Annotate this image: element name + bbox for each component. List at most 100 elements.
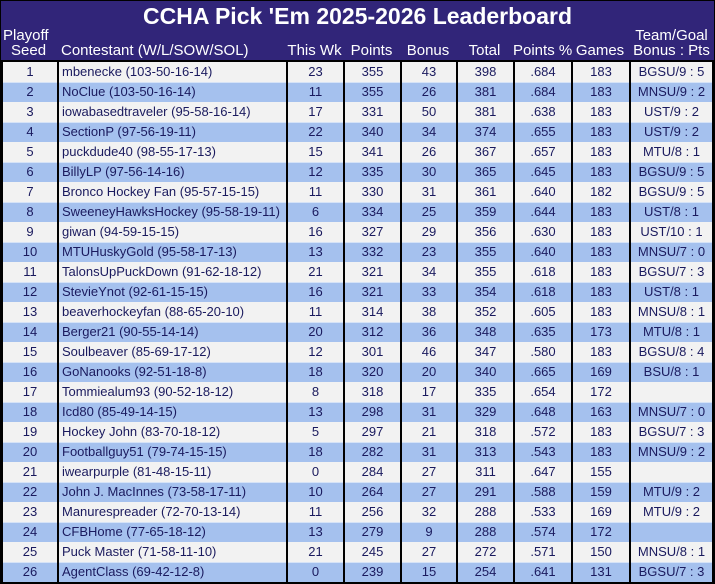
table-row: 5 puckdude40 (98-55-17-13) 15 341 26 367.657 1…	[3, 142, 712, 162]
cell-this_wk: 18	[288, 442, 345, 462]
cell-points: 327	[345, 222, 402, 242]
column-header-points_pct: Points %	[513, 42, 573, 59]
cell-total: 354	[458, 282, 515, 302]
cell-total: 361	[458, 182, 515, 202]
cell-contestant: iwearpurple (81-48-15-11)	[59, 462, 288, 482]
cell-team_goal: MTU/9 : 2	[642, 484, 701, 499]
cell-seed: 25	[3, 542, 59, 562]
cell-total: 355	[458, 242, 515, 262]
cell-points_pct: .640	[515, 182, 573, 202]
cell-contestant: Manurespreader (72-70-13-14)	[59, 502, 288, 522]
column-header-total: Total	[468, 42, 501, 59]
cell-this_wk: 10	[288, 482, 345, 502]
cell-seed: 16	[3, 362, 59, 382]
cell-total: 347	[458, 342, 515, 362]
table-row: 21 iwearpurple (81-48-15-11) 0 284 27 311.647…	[3, 462, 712, 482]
table-row: 13 beaverhockeyfan (88-65-20-10) 11 314 38 35…	[3, 302, 712, 322]
cell-contestant: iowabasedtraveler (95-58-16-14)	[59, 102, 288, 122]
cell-points: 331	[345, 102, 402, 122]
cell-games: 163	[573, 402, 631, 422]
cell-points: 301	[345, 342, 402, 362]
cell-total: 352	[458, 302, 515, 322]
cell-games: 183	[573, 442, 631, 462]
cell-games: 183	[573, 242, 631, 262]
cell-bonus: 15	[402, 562, 458, 582]
cell-games: 155	[573, 462, 631, 482]
cell-this_wk: 5	[288, 422, 345, 442]
table-row: 7 Bronco Hockey Fan (95-57-15-15) 11 330 31 3…	[3, 182, 712, 202]
cell-total: 272	[458, 542, 515, 562]
cell-points: 245	[345, 542, 402, 562]
cell-bonus: 31	[402, 182, 458, 202]
cell-this_wk: 18	[288, 362, 345, 382]
cell-contestant: Icd80 (85-49-14-15)	[59, 402, 288, 422]
table-row: 17 Tommiealum93 (90-52-18-12) 8 318 17 335.65…	[3, 382, 712, 402]
cell-team_goal: UST/8 : 1	[644, 284, 699, 299]
column-header-points: Points	[350, 42, 393, 59]
cell-points: 355	[345, 82, 402, 102]
cell-team_goal: MTU/8 : 1	[642, 324, 701, 339]
cell-bonus: 26	[402, 82, 458, 102]
cell-seed: 12	[3, 282, 59, 302]
cell-points: 298	[345, 402, 402, 422]
cell-contestant: Hockey John (83-70-18-12)	[59, 422, 288, 442]
cell-games: 169	[573, 502, 631, 522]
cell-this_wk: 12	[288, 162, 345, 182]
table-row: 6 BillyLP (97-56-14-16) 12 335 30 365.645 183 B…	[3, 162, 712, 182]
cell-seed: 17	[3, 382, 59, 402]
cell-team_goal: MNSU/7 : 0	[637, 404, 706, 419]
cell-points_pct: .605	[515, 302, 573, 322]
cell-this_wk: 21	[288, 542, 345, 562]
cell-this_wk: 0	[288, 462, 345, 482]
cell-this_wk: 16	[288, 282, 345, 302]
cell-bonus: 27	[402, 462, 458, 482]
table-row: 26 AgentClass (69-42-12-8) 0 239 15 254.641 13…	[3, 562, 712, 582]
cell-games: 183	[573, 162, 631, 182]
cell-bonus: 50	[402, 102, 458, 122]
cell-points: 256	[345, 502, 402, 522]
cell-points_pct: .645	[515, 162, 573, 182]
cell-contestant: CFBHome (77-65-18-12)	[59, 522, 288, 542]
cell-team_goal: BGSU/9 : 5	[638, 184, 705, 199]
cell-bonus: 9	[402, 522, 458, 542]
cell-points: 340	[345, 122, 402, 142]
cell-points: 321	[345, 262, 402, 282]
cell-points_pct: .684	[515, 82, 573, 102]
cell-points: 341	[345, 142, 402, 162]
cell-points_pct: .635	[515, 322, 573, 342]
cell-total: 381	[458, 102, 515, 122]
cell-points_pct: .644	[515, 202, 573, 222]
cell-bonus: 36	[402, 322, 458, 342]
cell-bonus: 30	[402, 162, 458, 182]
cell-seed: 13	[3, 302, 59, 322]
cell-points_pct: .572	[515, 422, 573, 442]
cell-points_pct: .655	[515, 122, 573, 142]
cell-points_pct: .647	[515, 462, 573, 482]
table-row: 20 Footballguy51 (79-74-15-15) 18 282 31 313.…	[3, 442, 712, 462]
cell-seed: 4	[3, 122, 59, 142]
cell-team_goal: MNSU/8 : 1	[637, 544, 706, 559]
cell-games: 173	[573, 322, 631, 342]
cell-contestant: giwan (94-59-15-15)	[59, 222, 288, 242]
cell-seed: 2	[3, 82, 59, 102]
cell-total: 365	[458, 162, 515, 182]
cell-points_pct: .588	[515, 482, 573, 502]
cell-seed: 18	[3, 402, 59, 422]
table-row: 23 Manurespreader (72-70-13-14) 11 256 32 288…	[3, 502, 712, 522]
cell-points_pct: .630	[515, 222, 573, 242]
cell-team_goal	[631, 382, 712, 402]
cell-points: 282	[345, 442, 402, 462]
column-header-team_goal: Team/Goal Bonus : Pts	[633, 27, 710, 59]
cell-total: 313	[458, 442, 515, 462]
cell-bonus: 31	[402, 402, 458, 422]
cell-team_goal: BGSU/9 : 5	[638, 64, 705, 79]
table-row: 18 Icd80 (85-49-14-15) 13 298 31 329.648 163 MN…	[3, 402, 712, 422]
cell-points: 355	[345, 62, 402, 82]
table-row: 1 mbenecke (103-50-16-14) 23 355 43 398.684 18…	[3, 62, 712, 82]
cell-points_pct: .580	[515, 342, 573, 362]
cell-points_pct: .543	[515, 442, 573, 462]
cell-total: 291	[458, 482, 515, 502]
cell-total: 340	[458, 362, 515, 382]
table-row: 3 iowabasedtraveler (95-58-16-14) 17 331 50 3…	[3, 102, 712, 122]
cell-seed: 7	[3, 182, 59, 202]
